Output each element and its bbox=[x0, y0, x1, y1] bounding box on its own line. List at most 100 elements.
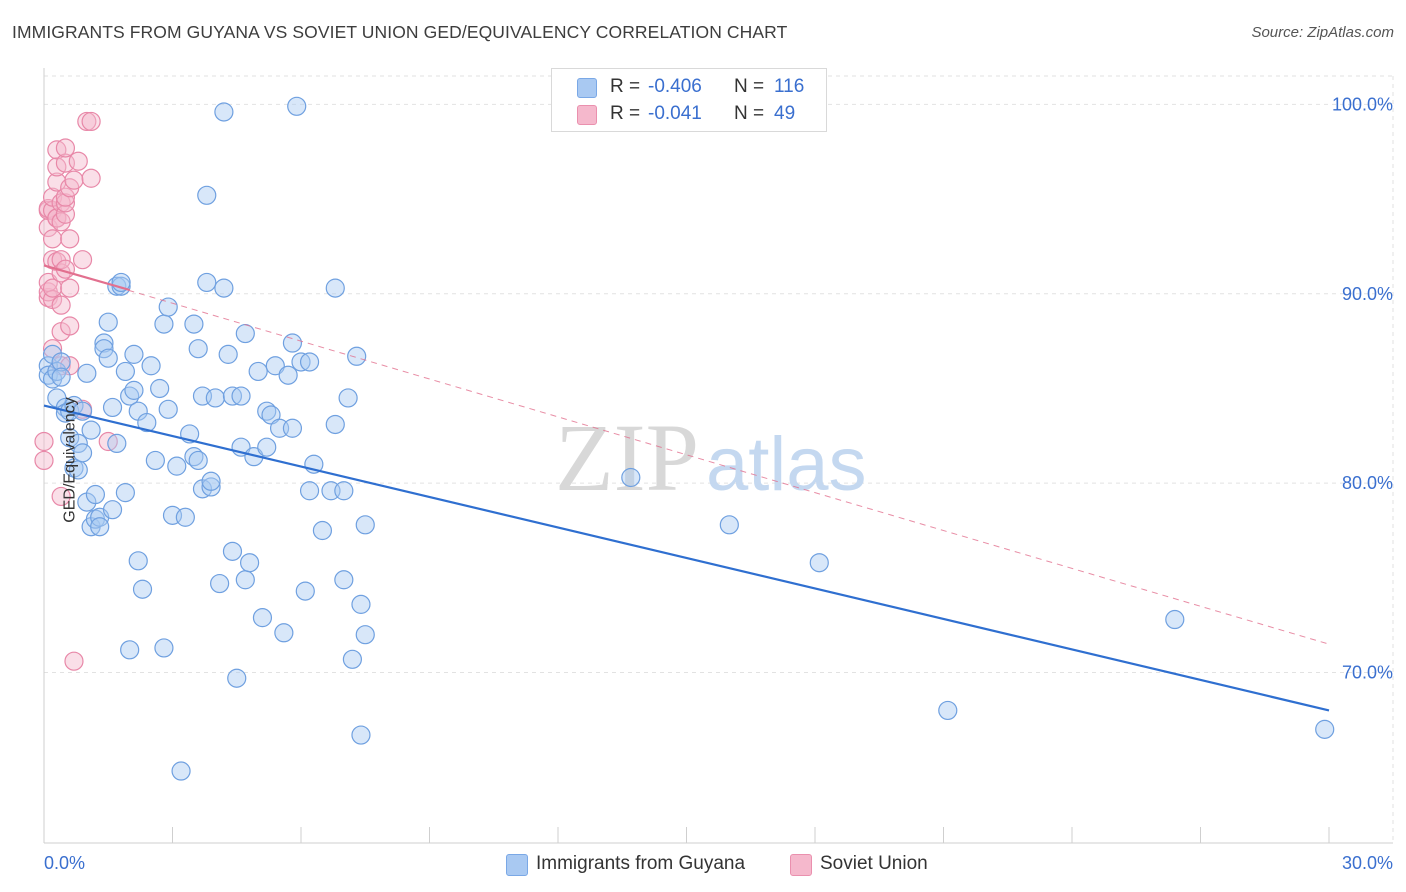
data-point-guyana bbox=[197, 185, 217, 205]
data-point-guyana bbox=[282, 333, 303, 353]
data-point-guyana bbox=[218, 344, 238, 364]
data-point-guyana bbox=[334, 481, 354, 501]
data-point-guyana bbox=[338, 388, 358, 408]
data-point-guyana bbox=[201, 471, 221, 491]
data-point-guyana bbox=[248, 361, 268, 382]
data-point-guyana bbox=[201, 477, 221, 497]
data-point-guyana bbox=[274, 623, 294, 643]
data-point-guyana bbox=[77, 363, 97, 383]
data-point-soviet bbox=[34, 450, 54, 471]
data-point-soviet bbox=[60, 278, 80, 298]
stats-legend: R = -0.406 N = 116 R = -0.041 N = 49 bbox=[551, 68, 827, 132]
y-tick-label: 90.0% bbox=[1342, 284, 1393, 304]
legend-label-guyana: Immigrants from Guyana bbox=[536, 853, 746, 874]
n-value: 49 bbox=[774, 103, 796, 124]
x-tick-label-start: 0.0% bbox=[44, 853, 85, 873]
data-point-guyana bbox=[145, 450, 165, 471]
data-point-guyana bbox=[231, 386, 251, 406]
watermark: ZIP atlas bbox=[555, 404, 867, 511]
data-point-guyana bbox=[719, 515, 739, 535]
data-point-guyana bbox=[72, 443, 93, 463]
data-point-guyana bbox=[188, 450, 208, 471]
data-point-guyana bbox=[188, 339, 208, 359]
trend-lines bbox=[43, 264, 1330, 712]
data-point-soviet bbox=[55, 204, 76, 224]
data-point-guyana bbox=[938, 700, 958, 721]
data-point-guyana bbox=[132, 579, 153, 599]
data-point-guyana bbox=[809, 553, 829, 573]
watermark-atlas: atlas bbox=[706, 422, 867, 507]
data-point-guyana bbox=[235, 323, 255, 344]
data-point-guyana bbox=[184, 314, 204, 334]
data-point-soviet bbox=[64, 651, 84, 671]
data-point-guyana bbox=[295, 581, 315, 601]
data-point-soviet bbox=[68, 151, 88, 171]
data-point-guyana bbox=[98, 312, 118, 332]
data-point-guyana bbox=[171, 761, 191, 781]
data-point-guyana bbox=[334, 570, 354, 590]
data-point-guyana bbox=[299, 481, 320, 501]
data-point-soviet bbox=[77, 111, 97, 132]
y-tick-label: 80.0% bbox=[1342, 473, 1393, 493]
data-point-guyana bbox=[621, 467, 641, 488]
data-point-guyana bbox=[128, 551, 148, 571]
data-point-guyana bbox=[124, 380, 144, 400]
data-point-guyana bbox=[175, 507, 195, 527]
data-point-guyana bbox=[51, 367, 71, 387]
data-point-guyana bbox=[150, 378, 170, 399]
data-point-guyana bbox=[214, 102, 234, 122]
data-point-guyana bbox=[355, 625, 375, 645]
legend-label-soviet: Soviet Union bbox=[820, 853, 928, 874]
data-point-guyana bbox=[102, 500, 123, 520]
data-point-guyana bbox=[120, 640, 140, 660]
source-credit: Source: ZipAtlas.com bbox=[1251, 24, 1394, 41]
data-point-guyana bbox=[107, 433, 127, 454]
stats-row-soviet: R = -0.041 N = 49 bbox=[552, 101, 826, 127]
data-point-soviet bbox=[42, 278, 63, 298]
n-value: 116 bbox=[774, 76, 805, 97]
data-point-guyana bbox=[325, 414, 345, 435]
data-point-guyana bbox=[94, 333, 114, 353]
data-point-guyana bbox=[235, 570, 255, 590]
data-point-guyana bbox=[154, 638, 174, 658]
series-legend: Immigrants from Guyana Soviet Union bbox=[0, 852, 1406, 878]
chart-title: IMMIGRANTS FROM GUYANA VS SOVIET UNION G… bbox=[12, 22, 788, 42]
r-value: -0.041 bbox=[648, 103, 702, 124]
data-point-soviet bbox=[34, 431, 54, 452]
data-point-guyana bbox=[210, 573, 230, 594]
data-point-guyana bbox=[1315, 719, 1335, 739]
data-point-guyana bbox=[81, 420, 101, 440]
data-point-guyana bbox=[287, 96, 307, 116]
data-point-guyana bbox=[141, 356, 161, 376]
data-point-guyana bbox=[355, 515, 375, 535]
data-point-guyana bbox=[197, 272, 217, 293]
trend-line-soviet-solid bbox=[43, 264, 130, 292]
trend-line-soviet-dashed bbox=[43, 264, 1330, 645]
data-point-guyana bbox=[278, 365, 298, 385]
stats-row-guyana: R = -0.406 N = 116 bbox=[552, 74, 826, 100]
data-point-guyana bbox=[68, 433, 88, 454]
data-point-guyana bbox=[85, 484, 106, 505]
data-point-guyana bbox=[94, 339, 114, 359]
data-point-guyana bbox=[115, 483, 135, 503]
r-value: -0.406 bbox=[648, 76, 702, 97]
data-point-guyana bbox=[115, 361, 135, 382]
legend-swatch-soviet bbox=[790, 854, 812, 876]
data-point-guyana bbox=[1165, 609, 1185, 630]
data-point-soviet bbox=[55, 138, 76, 158]
data-point-guyana bbox=[154, 314, 174, 334]
legend-swatch-soviet bbox=[577, 105, 597, 125]
data-point-guyana bbox=[98, 348, 118, 368]
data-point-guyana bbox=[137, 412, 157, 433]
data-point-guyana bbox=[351, 594, 371, 614]
data-point-soviet bbox=[64, 170, 84, 190]
data-point-soviet bbox=[51, 250, 71, 270]
data-point-guyana bbox=[265, 356, 285, 376]
data-point-soviet bbox=[55, 187, 76, 207]
data-point-guyana bbox=[299, 352, 320, 372]
data-point-guyana bbox=[158, 297, 178, 317]
data-point-guyana bbox=[124, 344, 144, 364]
data-point-guyana bbox=[240, 553, 260, 573]
y-tick-label: 70.0% bbox=[1342, 663, 1393, 683]
